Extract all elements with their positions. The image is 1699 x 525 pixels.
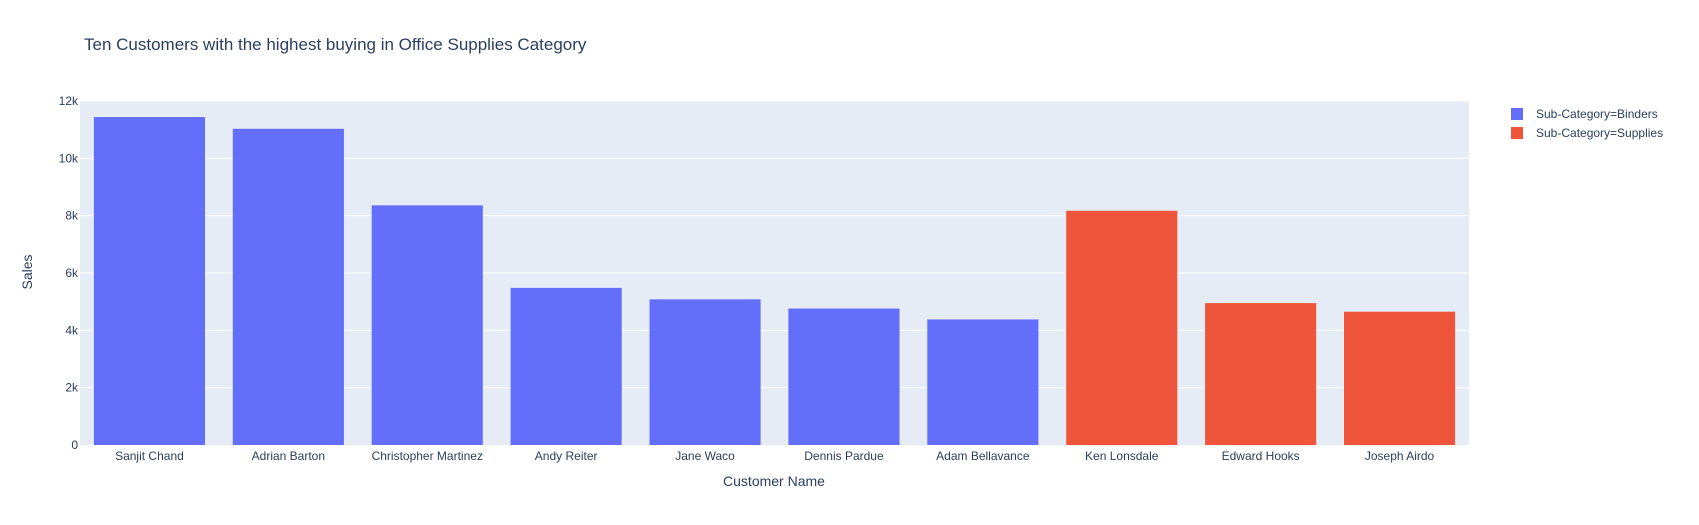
chart-title: Ten Customers with the highest buying in… — [84, 35, 587, 54]
legend-swatch — [1511, 108, 1523, 120]
y-tick-label: 4k — [65, 323, 79, 337]
legend[interactable]: Sub-Category=Binders Sub-Category=Supplie… — [1511, 107, 1663, 140]
x-tick-label: Andy Reiter — [535, 449, 598, 463]
x-tick-label: Adrian Barton — [252, 449, 325, 463]
y-tick-label: 10k — [59, 151, 79, 165]
legend-item[interactable]: Sub-Category=Binders — [1511, 107, 1658, 121]
bar[interactable] — [649, 299, 761, 445]
y-tick-label: 2k — [65, 381, 79, 395]
x-tick-label: Sanjit Chand — [115, 449, 184, 463]
bar[interactable] — [93, 117, 206, 445]
x-tick-label: Adam Bellavance — [936, 449, 1030, 463]
bar[interactable] — [788, 308, 900, 445]
legend-item[interactable]: Sub-Category=Supplies — [1511, 126, 1663, 140]
bar[interactable] — [1205, 303, 1317, 445]
legend-label: Sub-Category=Supplies — [1536, 126, 1663, 140]
bar[interactable] — [232, 128, 344, 445]
bar[interactable] — [1066, 210, 1178, 445]
y-tick-label: 0 — [71, 438, 78, 452]
y-axis-title: Sales — [19, 254, 35, 289]
y-tick-label: 6k — [65, 266, 79, 280]
x-tick-label: Ken Lonsdale — [1085, 449, 1159, 463]
bar[interactable] — [1343, 311, 1456, 445]
x-tick-label: Jane Waco — [675, 449, 735, 463]
x-tick-label: Joseph Airdo — [1365, 449, 1435, 463]
x-tick-label: Dennis Pardue — [804, 449, 884, 463]
bar[interactable] — [371, 205, 483, 445]
legend-swatch — [1511, 127, 1523, 139]
x-tick-label: Christopher Martinez — [372, 449, 483, 463]
x-tick-label: Edward Hooks — [1222, 449, 1300, 463]
y-tick-label: 8k — [65, 209, 79, 223]
x-axis-title: Customer Name — [723, 473, 825, 489]
x-axis-ticks: Sanjit Chand Adrian Barton Christopher Mar… — [115, 449, 1434, 463]
y-tick-label: 12k — [59, 94, 79, 108]
bar[interactable] — [927, 319, 1039, 445]
bars — [93, 117, 1456, 445]
bar[interactable] — [510, 287, 622, 445]
y-axis-ticks: 0 2k 4k 6k 8k 10k 12k — [59, 94, 79, 452]
legend-label: Sub-Category=Binders — [1536, 107, 1658, 121]
